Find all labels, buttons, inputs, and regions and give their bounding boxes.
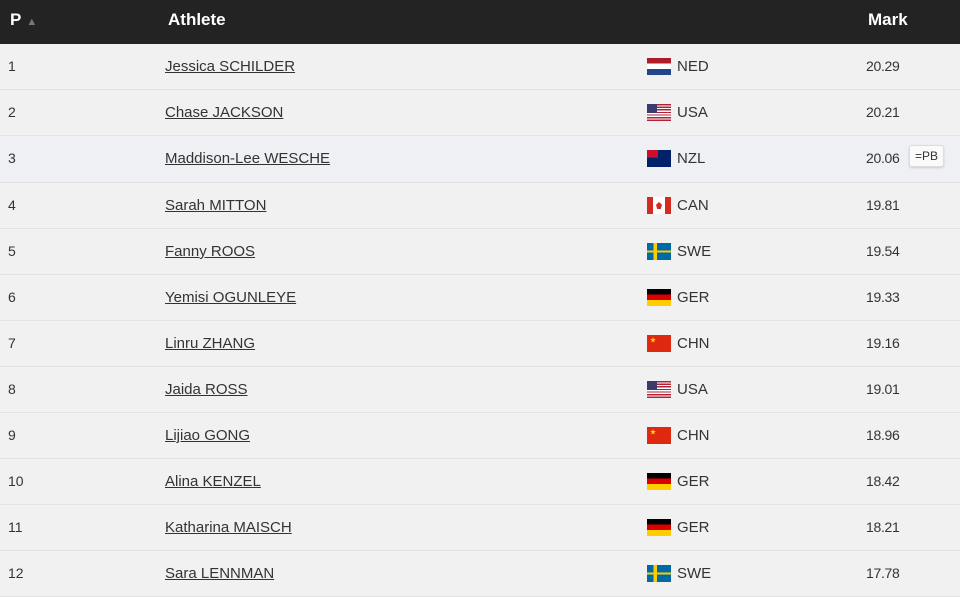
position-column-header[interactable]: P ▲: [10, 10, 37, 30]
sort-ascending-icon: ▲: [26, 16, 38, 28]
mark-value: 18.21: [866, 519, 900, 535]
mark-value: 20.21: [866, 104, 900, 120]
country-flag-icon: [647, 427, 671, 444]
country-code: USA: [677, 104, 708, 121]
record-badge: =PB: [909, 145, 945, 167]
mark-value: 20.29: [866, 58, 900, 74]
mark-value: 19.54: [866, 243, 900, 259]
athlete-link[interactable]: Jessica SCHILDER: [165, 58, 296, 75]
country-flag-icon: [647, 243, 671, 260]
position: 4: [8, 197, 16, 213]
country-flag-icon: [647, 58, 671, 75]
athlete-link[interactable]: Maddison-Lee WESCHE: [165, 150, 331, 167]
table-row: 11 Katharina MAISCH GER 18.21: [0, 505, 960, 551]
country-code: CHN: [677, 427, 710, 444]
athlete-link[interactable]: Lijiao GONG: [165, 427, 251, 444]
table-row: 6 Yemisi OGUNLEYE GER 19.33: [0, 275, 960, 321]
mark-value: 19.16: [866, 335, 900, 351]
position: 6: [8, 289, 16, 305]
athlete-link[interactable]: Sara LENNMAN: [165, 565, 275, 582]
table-row: 12 Sara LENNMAN SWE 17.78: [0, 551, 960, 597]
country-flag-icon: [647, 289, 671, 306]
country-flag-icon: [647, 381, 671, 398]
country-code: GER: [677, 473, 710, 490]
table-row: 2 Chase JACKSON USA 20.21: [0, 90, 960, 136]
position: 8: [8, 381, 16, 397]
position: 7: [8, 335, 16, 351]
athlete-link[interactable]: Linru ZHANG: [165, 335, 256, 352]
country-code: SWE: [677, 565, 712, 582]
maple-leaf-icon: [656, 202, 662, 209]
mark-value: 19.33: [866, 289, 900, 305]
country-code: NED: [677, 58, 709, 75]
mark-value: 18.42: [866, 473, 900, 489]
country-code: CHN: [677, 335, 710, 352]
country-flag-icon: [647, 473, 671, 490]
position: 5: [8, 243, 16, 259]
table-row: 7 Linru ZHANG CHN 19.16: [0, 321, 960, 367]
athlete-link[interactable]: Alina KENZEL: [165, 473, 261, 490]
mark-value: 19.01: [866, 381, 900, 397]
country-code: NZL: [677, 150, 706, 167]
table-row: 1 Jessica SCHILDER NED 20.29: [0, 44, 960, 90]
table-row: 10 Alina KENZEL GER 18.42: [0, 459, 960, 505]
country-code: CAN: [677, 197, 709, 214]
country-flag-icon: [647, 104, 671, 121]
country-code: USA: [677, 381, 708, 398]
country-code: GER: [677, 289, 710, 306]
table-header: P ▲ Athlete Mark: [0, 0, 960, 44]
country-code: SWE: [677, 243, 712, 260]
table-row: 8 Jaida ROSS USA 19.01: [0, 367, 960, 413]
position-header-label: P: [10, 10, 22, 29]
country-flag-icon: [647, 335, 671, 352]
mark-column-header[interactable]: Mark: [868, 10, 908, 29]
position: 10: [8, 473, 24, 489]
athlete-link[interactable]: Sarah MITTON: [165, 197, 267, 214]
athlete-link[interactable]: Yemisi OGUNLEYE: [165, 289, 297, 306]
position: 9: [8, 427, 16, 443]
athlete-link[interactable]: Katharina MAISCH: [165, 519, 292, 536]
mark-value: 18.96: [866, 427, 900, 443]
star-icon: [650, 429, 656, 435]
position: 3: [8, 150, 16, 166]
mark-value: 20.06: [866, 150, 900, 166]
table-row: 3 Maddison-Lee WESCHE NZL 20.06 =PB: [0, 136, 960, 183]
athlete-link[interactable]: Fanny ROOS: [165, 243, 256, 260]
table-row: 9 Lijiao GONG CHN 18.96: [0, 413, 960, 459]
results-table: 1 Jessica SCHILDER NED 20.29 2 Chase JAC…: [0, 44, 960, 597]
table-row: 5 Fanny ROOS SWE 19.54: [0, 229, 960, 275]
athlete-link[interactable]: Chase JACKSON: [165, 104, 284, 121]
mark-value: 19.81: [866, 197, 900, 213]
athlete-link[interactable]: Jaida ROSS: [165, 381, 248, 398]
star-icon: [650, 337, 656, 343]
country-code: GER: [677, 519, 710, 536]
country-flag-icon: [647, 519, 671, 536]
athlete-column-header[interactable]: Athlete: [168, 10, 226, 29]
position: 1: [8, 58, 16, 74]
mark-value: 17.78: [866, 565, 900, 581]
table-row: 4 Sarah MITTON CAN 19.81: [0, 183, 960, 229]
position: 2: [8, 104, 16, 120]
position: 12: [8, 565, 24, 581]
country-flag-icon: [647, 150, 671, 167]
position: 11: [8, 519, 23, 535]
country-flag-icon: [647, 197, 671, 214]
country-flag-icon: [647, 565, 671, 582]
